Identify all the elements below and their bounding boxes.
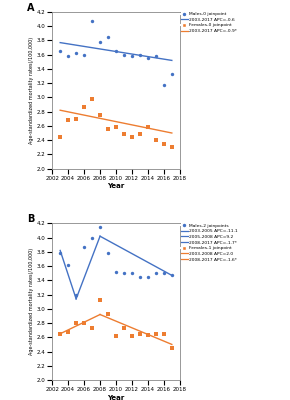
Point [82,52,86,58]
Point [138,52,142,58]
Point [130,53,134,59]
Point [106,250,110,256]
Point [74,320,79,326]
Legend: Males-0 joinpoint, 2003-2017 APC=-0.6, Females-0 joinpoint, 2003-2017 APC=-0.9*: Males-0 joinpoint, 2003-2017 APC=-0.6, F… [181,12,237,33]
Point [154,330,158,337]
Point [106,34,110,40]
Point [114,269,118,275]
Point [122,325,126,331]
Point [90,96,95,102]
Point [106,311,110,317]
Point [146,274,150,280]
Point [58,330,63,337]
X-axis label: Year: Year [107,183,125,189]
Point [162,82,166,88]
Point [82,320,86,326]
Point [138,131,142,138]
Point [154,137,158,143]
Text: B: B [27,214,34,224]
Point [66,117,70,123]
Point [122,131,126,138]
Point [138,274,142,280]
Point [66,329,70,336]
Y-axis label: Age-standardized mortality rates(/100,000): Age-standardized mortality rates(/100,00… [29,37,34,144]
Point [90,18,95,24]
Point [90,325,95,331]
Point [162,140,166,147]
Point [122,270,126,276]
Legend: Males-2 joinpoints, 2003-2005 APC=-11.1, 2005-2008 APC=9.2, 2008-2017 APC=-1.7*,: Males-2 joinpoints, 2003-2005 APC=-11.1,… [181,224,238,262]
Point [66,53,70,59]
Point [58,133,63,140]
Point [106,126,110,133]
Point [98,224,102,230]
Point [130,133,134,140]
Point [98,39,102,45]
X-axis label: Year: Year [107,395,125,400]
Point [74,116,79,122]
Point [74,291,79,298]
Point [130,333,134,339]
Point [114,333,118,339]
Point [154,53,158,59]
Point [114,124,118,130]
Point [98,112,102,118]
Point [82,244,86,250]
Point [170,272,174,278]
Point [146,332,150,338]
Point [130,270,134,276]
Point [66,262,70,268]
Point [82,104,86,110]
Point [170,345,174,351]
Text: A: A [27,3,34,13]
Point [122,52,126,58]
Point [74,50,79,56]
Point [170,71,174,77]
Point [170,144,174,150]
Point [162,270,166,276]
Point [162,330,166,337]
Point [114,48,118,54]
Point [154,270,158,276]
Point [98,297,102,304]
Point [146,124,150,130]
Point [58,48,63,54]
Point [58,250,63,256]
Point [90,234,95,241]
Point [146,55,150,62]
Y-axis label: Age-standardized mortality rates(/100,000): Age-standardized mortality rates(/100,00… [29,248,34,355]
Point [138,330,142,337]
